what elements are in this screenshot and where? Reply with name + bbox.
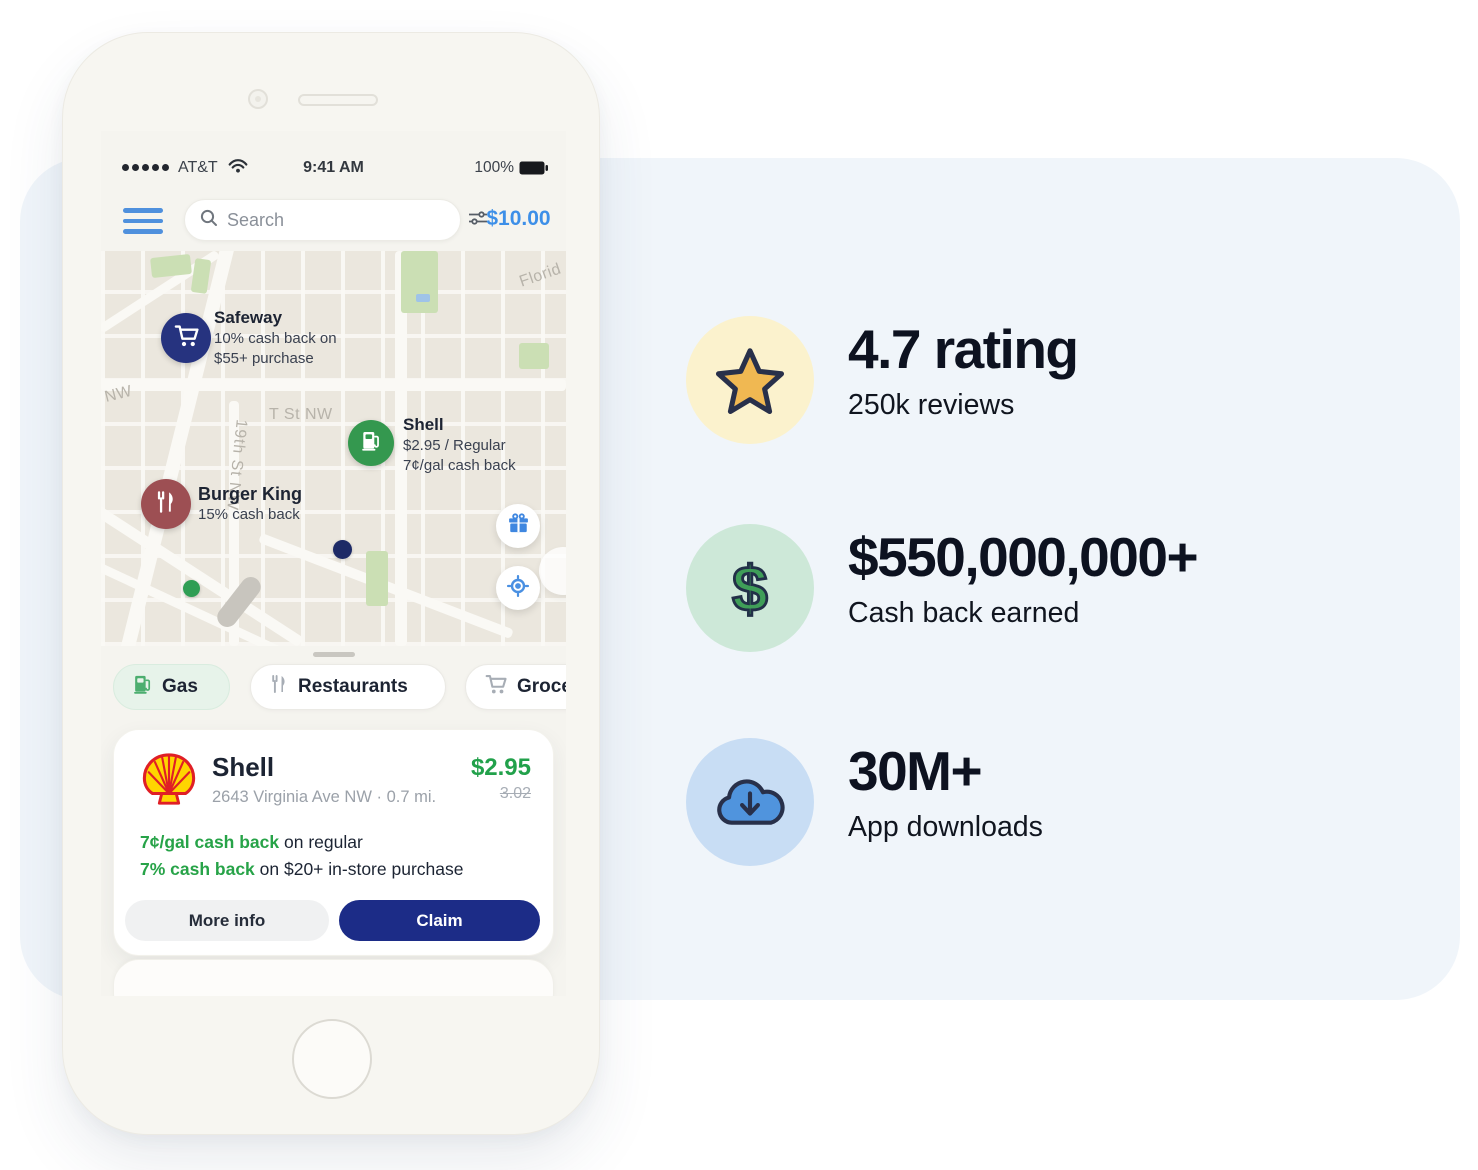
pin-label-shell: Shell $2.95 / Regular 7¢/gal cash back — [403, 415, 516, 474]
map-park — [366, 551, 388, 606]
cart-icon — [173, 323, 200, 353]
category-chip-label: Restaurants — [298, 676, 408, 697]
map-pin-burger-king[interactable] — [141, 479, 191, 529]
star-icon — [686, 316, 814, 444]
cart-icon — [484, 673, 508, 701]
signal-dots-icon — [122, 164, 169, 171]
phone-speaker — [298, 94, 378, 106]
app-header: $10.00 — [101, 199, 566, 243]
map-road — [229, 401, 239, 646]
status-bar: AT&T 9:41 AM 100% — [101, 157, 566, 181]
gift-button[interactable] — [496, 504, 540, 548]
offer-card: Shell 2643 Virginia Ave NW · 0.7 mi. $2.… — [113, 729, 554, 956]
map-road — [395, 251, 407, 646]
stat-downloads: 30M+ App downloads — [686, 738, 1043, 866]
map-road — [101, 379, 566, 391]
stat-rating: 4.7 rating 250k reviews — [686, 316, 1079, 444]
stat-value: $550,000,000+ — [848, 526, 1199, 588]
search-icon — [199, 208, 219, 233]
deal-line-1: 7¢/gal cash back on regular — [140, 832, 363, 852]
pin-label-burger-king: Burger King 15% cash back — [198, 484, 303, 523]
svg-text:$: $ — [732, 553, 768, 625]
home-button[interactable] — [292, 1019, 372, 1099]
category-chip-label: Groceries — [517, 676, 566, 697]
battery-percent: 100% — [474, 159, 514, 176]
menu-icon[interactable] — [123, 208, 163, 240]
gift-icon — [507, 512, 530, 540]
deal-line-2: 7% cash back on $20+ in-store purchase — [140, 859, 464, 879]
map-water — [416, 294, 430, 302]
fork-knife-icon — [154, 490, 178, 519]
locate-icon — [506, 574, 530, 603]
search-input[interactable] — [227, 209, 459, 231]
category-chip-groceries[interactable]: Groceries — [465, 664, 566, 710]
map[interactable]: Florid T St NW 19th St NW t NW Safeway 1… — [101, 251, 566, 646]
street-label: T St NW — [269, 406, 333, 423]
category-chip-gas[interactable]: Gas — [113, 664, 230, 710]
merchant-address: 2643 Virginia Ave NW · 0.7 mi. — [212, 788, 437, 806]
sheet-drag-handle[interactable] — [313, 652, 355, 657]
map-dot-green[interactable] — [183, 580, 200, 597]
map-dot-navy[interactable] — [333, 540, 352, 559]
wallet-balance[interactable]: $10.00 — [486, 207, 551, 230]
next-offer-card-peek[interactable] — [113, 959, 554, 996]
gas-price-old: 3.02 — [499, 785, 531, 802]
locate-button[interactable] — [496, 566, 540, 610]
phone-screen: AT&T 9:41 AM 100% — [101, 131, 566, 996]
gas-pump-icon — [360, 430, 382, 457]
filter-sliders-icon[interactable] — [467, 209, 489, 232]
battery-icon — [519, 161, 548, 180]
map-pin-safeway[interactable] — [161, 313, 211, 363]
stat-caption: App downloads — [848, 811, 1043, 844]
map-pin-shell[interactable] — [348, 420, 394, 466]
clock: 9:41 AM — [303, 159, 364, 176]
carrier-label: AT&T — [178, 159, 218, 176]
pin-label-safeway: Safeway 10% cash back on $55+ purchase — [214, 308, 337, 367]
gas-pump-icon — [132, 674, 153, 701]
fork-knife-icon — [269, 674, 289, 700]
wifi-icon — [228, 158, 248, 179]
stat-caption: Cash back earned — [848, 597, 1080, 630]
category-chip-restaurants[interactable]: Restaurants — [250, 664, 446, 710]
dollar-icon: $ — [686, 524, 814, 652]
merchant-name: Shell — [212, 752, 275, 782]
phone-camera — [248, 89, 268, 109]
more-info-button[interactable]: More info — [125, 900, 329, 941]
search-bar[interactable] — [184, 199, 487, 241]
phone-mockup: AT&T 9:41 AM 100% — [62, 32, 600, 1135]
stat-value: 4.7 rating — [848, 318, 1079, 380]
claim-button[interactable]: Claim — [339, 900, 540, 941]
cloud-download-icon — [686, 738, 814, 866]
category-chip-label: Gas — [162, 676, 198, 697]
shell-logo-icon — [140, 752, 198, 813]
stat-value: 30M+ — [848, 740, 983, 802]
stat-cashback: $ $550,000,000+ Cash back earned — [686, 524, 1199, 652]
map-park — [401, 251, 438, 313]
gas-price: $2.95 — [470, 754, 531, 781]
map-park — [150, 253, 192, 279]
map-park — [519, 343, 549, 369]
stat-caption: 250k reviews — [848, 389, 1015, 422]
